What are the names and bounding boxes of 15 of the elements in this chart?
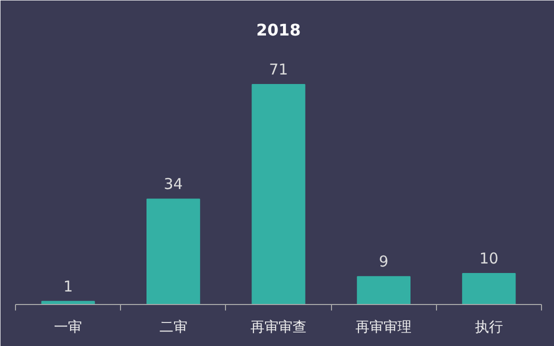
data-label: 34 xyxy=(164,175,183,194)
x-tick-label: 再审审查 xyxy=(250,318,306,334)
data-label: 10 xyxy=(479,250,498,268)
data-label: 9 xyxy=(378,252,388,271)
data-label: 71 xyxy=(268,60,288,78)
x-tick-label: 执行 xyxy=(474,318,503,334)
data-label: 1 xyxy=(63,277,73,296)
bar xyxy=(252,84,306,304)
bar xyxy=(146,198,200,304)
bar xyxy=(356,276,410,304)
x-tick-label: 二审 xyxy=(159,318,188,334)
x-tick-label: 一审 xyxy=(54,318,82,334)
x-tick-label: 再审审理 xyxy=(356,318,412,334)
chart-title: 2018 xyxy=(256,20,301,40)
bar xyxy=(462,273,516,304)
